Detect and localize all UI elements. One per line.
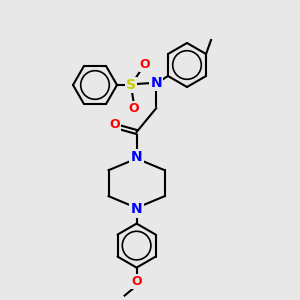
Text: N: N [131, 150, 142, 164]
Text: O: O [131, 275, 142, 288]
Text: N: N [150, 76, 162, 90]
Text: S: S [126, 78, 136, 92]
Text: N: N [131, 202, 142, 216]
Text: O: O [140, 58, 150, 71]
Text: O: O [129, 101, 139, 115]
Text: O: O [109, 118, 120, 130]
